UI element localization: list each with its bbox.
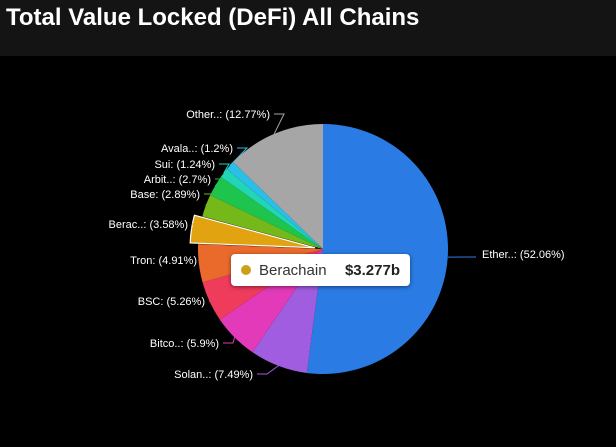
- pie-slice-ether[interactable]: [306, 124, 448, 374]
- leader-line-bitco: [223, 337, 236, 344]
- tooltip-value: $3.277b: [344, 261, 400, 279]
- pie-slice-base[interactable]: [202, 195, 323, 249]
- leader-line-bsc: [209, 300, 220, 303]
- slice-label-berac: Berac..: (3.58%): [109, 219, 188, 231]
- leader-line-solan: [257, 365, 279, 375]
- slice-label-arbit: Arbit..: (2.7%): [144, 174, 211, 186]
- slice-label-base: Base: (2.89%): [130, 189, 200, 201]
- leader-line-sui: [219, 163, 230, 174]
- leader-line-other: [273, 113, 285, 135]
- slice-label-tron: Tron: (4.91%): [130, 255, 197, 267]
- slice-label-ether: Ether..: (52.06%): [482, 249, 565, 261]
- pie-slice-sui[interactable]: [220, 169, 323, 249]
- leader-line-berac: [191, 223, 203, 230]
- pie-slice-other[interactable]: [233, 124, 323, 249]
- leader-line-tron: [198, 259, 212, 264]
- tooltip-series-name: Berachain: [259, 261, 327, 279]
- pie-slice-arbit[interactable]: [210, 176, 323, 249]
- slice-label-avala: Avala..: (1.2%): [161, 143, 233, 155]
- chart-header: Total Value Locked (DeFi) All Chains: [0, 0, 616, 56]
- pie-slice-avala[interactable]: [226, 162, 323, 249]
- slice-label-bsc: BSC: (5.26%): [138, 296, 205, 308]
- chart-tooltip: Berachain $3.277b: [231, 254, 410, 286]
- slice-label-solan: Solan..: (7.49%): [174, 369, 253, 381]
- slice-label-bitco: Bitco..: (5.9%): [150, 338, 219, 350]
- pie-slice-berac[interactable]: [189, 214, 316, 249]
- slice-label-sui: Sui: (1.24%): [154, 159, 215, 171]
- tooltip-color-dot: [241, 265, 251, 275]
- slice-label-other: Other..: (12.77%): [186, 109, 270, 121]
- chart-title: Total Value Locked (DeFi) All Chains: [6, 4, 420, 31]
